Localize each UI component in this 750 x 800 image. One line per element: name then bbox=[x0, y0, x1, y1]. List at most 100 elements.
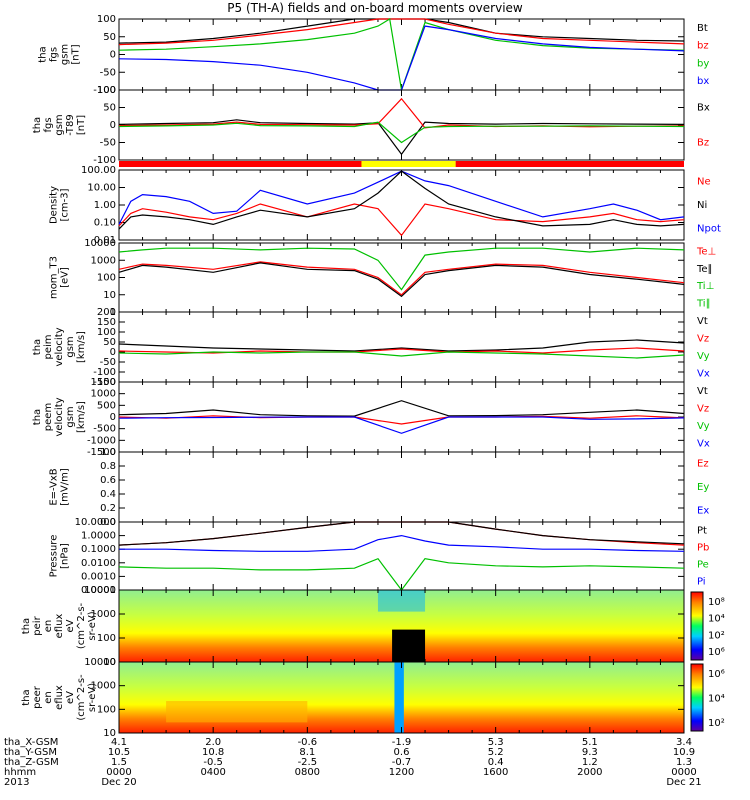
y-tick-label: 10000 bbox=[84, 238, 116, 249]
y-axis-label: thapeerenefluxeV(cm^2-s-sr-eV) bbox=[21, 674, 98, 721]
spectrogram-band bbox=[166, 701, 308, 723]
time-row-label: tha_X-GSM bbox=[4, 737, 58, 748]
colorbar-label: 10⁶ bbox=[708, 647, 725, 658]
y-axis-label-line: velocity bbox=[54, 327, 65, 366]
time-row-value: 1.2 bbox=[582, 757, 598, 768]
y-axis-label-line: tha bbox=[21, 618, 32, 634]
spectrogram-band bbox=[394, 662, 404, 733]
y-tick-label: 500 bbox=[97, 400, 116, 411]
mode-bar-segment bbox=[119, 161, 362, 167]
y-tick-label: 1.00 bbox=[94, 200, 116, 211]
spectrogram-gap bbox=[392, 629, 426, 662]
time-row-value: 5.1 bbox=[582, 737, 598, 748]
panel-pressure: 10.0000 1.0000 0.1000 0.0100 0.0010 0.0001 Pre… bbox=[49, 517, 710, 596]
y-tick-label: 50 bbox=[103, 103, 116, 114]
y-axis-label-line: tha bbox=[32, 409, 43, 425]
y-tick-label: 100 bbox=[97, 633, 116, 644]
y-axis-label: E=-VxB[mV/m] bbox=[49, 468, 71, 506]
legend-entry: Te⊥ bbox=[696, 247, 716, 258]
mode-bar-segment bbox=[455, 161, 684, 167]
y-axis-label-line: peim bbox=[43, 334, 54, 359]
time-row-value: 9.3 bbox=[582, 747, 598, 758]
y-axis-label-line: [nPa] bbox=[60, 543, 71, 569]
y-tick-label: 1.0 bbox=[100, 447, 116, 458]
legend-entry: bz bbox=[697, 41, 709, 52]
y-tick-label: 0.1000 bbox=[81, 544, 116, 555]
y-axis-label-line: velocity bbox=[54, 397, 65, 436]
panel-efield: 1.0 0.8 0.6 0.4 0.2 0.0 E=-VxB[mV/m] Ez Ey Ex bbox=[49, 447, 710, 528]
y-axis-label-line: [mV/m] bbox=[60, 468, 71, 506]
time-row-value: 8.1 bbox=[299, 747, 315, 758]
y-axis-label-line: mom_T3 bbox=[49, 256, 60, 299]
time-row-value: Dec 20 bbox=[101, 777, 136, 788]
y-axis-label: thapeirenefluxeV(cm^2-s-sr-eV) bbox=[21, 602, 98, 649]
panel-fgs: 100 50 0 -50 -100 thafgsgsm[nT] Bt bz by bx bbox=[38, 14, 710, 96]
time-row-value: 0.4 bbox=[488, 757, 504, 768]
y-axis-label: Pressure[nPa] bbox=[49, 535, 71, 578]
series-Pt bbox=[118, 521, 685, 546]
y-tick-label: 0.0100 bbox=[81, 558, 116, 569]
y-axis-label-line: peem bbox=[43, 403, 54, 431]
y-tick-label: 0.10 bbox=[94, 218, 116, 229]
legend-entry: Pi bbox=[697, 577, 706, 588]
y-axis-label-line: [eV] bbox=[60, 267, 71, 288]
series-Vz bbox=[118, 415, 685, 425]
y-tick-label: 1.0000 bbox=[81, 531, 116, 542]
legend-entry: Npot bbox=[697, 223, 721, 234]
time-row-value: -0.7 bbox=[392, 757, 412, 768]
y-axis-label-line: tha bbox=[32, 339, 43, 355]
series-Npot bbox=[118, 170, 685, 225]
series-bx bbox=[118, 25, 685, 91]
legend-entry: Ez bbox=[697, 459, 709, 470]
y-tick-label: 0.0010 bbox=[81, 571, 116, 582]
y-tick-label: 50 bbox=[103, 337, 116, 348]
y-tick-label: 0.01 bbox=[94, 235, 116, 246]
panel-peem: 150010005000-500-1000-1500thapeemvelocit… bbox=[32, 377, 710, 458]
time-row-value: -0.6 bbox=[298, 737, 318, 748]
y-tick-label: 0.0 bbox=[100, 517, 116, 528]
y-axis-label-line: fgs bbox=[43, 117, 54, 132]
time-row-value: 10.9 bbox=[673, 747, 695, 758]
y-tick-label: -50 bbox=[100, 67, 116, 78]
series-Ti bbox=[118, 247, 685, 291]
y-axis-label-line: fgs bbox=[49, 47, 60, 62]
legend-entry: Vy bbox=[697, 351, 710, 362]
panel-peer: 10000 1000 100 10 thapeerenefluxeV(cm^2-s-sr… bbox=[21, 657, 725, 739]
time-row-value: 10.8 bbox=[202, 747, 224, 758]
y-tick-label: 0 bbox=[110, 120, 116, 131]
time-row-value: 0.6 bbox=[394, 747, 410, 758]
time-row-value: 0000 bbox=[106, 767, 131, 778]
colorbar-label: 10⁴ bbox=[708, 694, 725, 705]
legend-entry: Vy bbox=[697, 421, 710, 432]
legend-entry: Te∥ bbox=[696, 264, 713, 275]
legend-entry: Vt bbox=[697, 386, 708, 397]
y-tick-label: 100.00 bbox=[81, 165, 116, 176]
y-tick-label: -500 bbox=[93, 424, 116, 435]
chart-title: P5 (TH-A) fields and on-board moments ov… bbox=[227, 1, 523, 15]
colorbar bbox=[690, 663, 704, 732]
time-row-value: -1.9 bbox=[392, 737, 412, 748]
y-axis-label-line: tha bbox=[21, 689, 32, 705]
panel-density: 100.00 10.00 1.00 0.10 0.01 Density[cm-3] Ne Ni… bbox=[49, 165, 721, 246]
y-tick-label: 0.2 bbox=[100, 503, 116, 514]
y-axis-label-line: eflux bbox=[54, 614, 65, 639]
time-row-value: 4.1 bbox=[111, 737, 127, 748]
time-row-label: tha_Z-GSM bbox=[4, 757, 59, 768]
time-row-value: 5.3 bbox=[488, 737, 504, 748]
series-Vt bbox=[118, 400, 685, 417]
y-axis-label-line: gsm bbox=[54, 114, 65, 135]
y-tick-label: 1000 bbox=[91, 389, 116, 400]
legend-entry: Ne bbox=[697, 177, 711, 188]
y-tick-label: 150 bbox=[97, 317, 116, 328]
time-row-value: -0.5 bbox=[203, 757, 223, 768]
y-tick-label: -1500 bbox=[87, 447, 116, 458]
time-row-value: 1200 bbox=[389, 767, 414, 778]
time-row-value: 2.0 bbox=[205, 737, 221, 748]
legend-entry: Vz bbox=[697, 403, 709, 414]
y-tick-label: 0.8 bbox=[100, 461, 116, 472]
y-axis-label-line: gsm bbox=[60, 44, 71, 65]
y-tick-label: 10 bbox=[103, 290, 116, 301]
panel-frame bbox=[118, 169, 685, 241]
series-Vz bbox=[118, 347, 685, 354]
